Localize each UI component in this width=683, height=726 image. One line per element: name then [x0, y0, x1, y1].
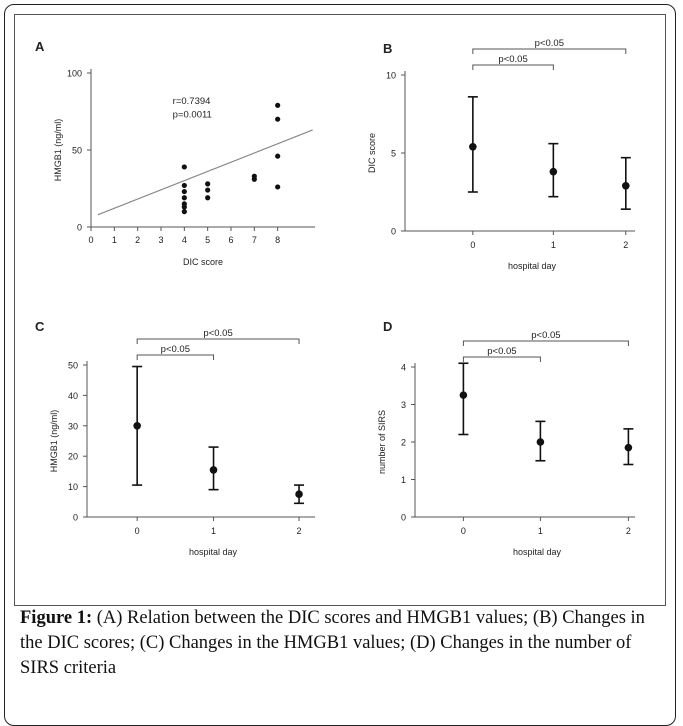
panel-c-mean-point	[133, 422, 141, 430]
panel-a-y-tick-label: 100	[67, 69, 82, 79]
panel-a-data-point	[181, 188, 187, 195]
panel-c-bracket	[136, 338, 300, 344]
panel-c-y-tick-label: 50	[68, 361, 78, 371]
panel-a-y-label: HMGB1 (ng/ml)	[53, 119, 63, 182]
panel-b-mean-point	[622, 181, 630, 190]
panel-b-letter: B	[383, 41, 392, 56]
figure-panels: A 0 50 100 HMGB1 (ng/ml) DIC score 0 1 2 3 4 5 6 7 8 r=…	[14, 14, 666, 606]
panel-b-x-tick-label: 0	[470, 240, 475, 250]
panel-b-mean-point	[469, 142, 477, 151]
panel-a-data-point	[205, 181, 211, 187]
panel-a-x-tick-label: 4	[182, 235, 187, 245]
panel-a-x-tick-label: 7	[252, 235, 257, 245]
panel-a-data-point	[275, 102, 281, 108]
panel-d-x-tick-label: 2	[626, 526, 631, 536]
panel-a-x-tick-label: 0	[88, 235, 93, 245]
panel-b-y-tick-label: 5	[391, 149, 396, 159]
caption-text: (A) Relation between the DIC scores and …	[20, 608, 645, 678]
panel-b-bracket	[472, 48, 627, 54]
panel-c-y-tick-label: 0	[73, 513, 78, 523]
panel-d-letter: D	[383, 319, 392, 334]
panel-a-data-point	[275, 184, 281, 190]
panel-d-bracket	[462, 340, 629, 346]
panel-c-y-tick-label: 20	[68, 452, 78, 462]
panel-d-y-tick-label: 4	[401, 363, 406, 373]
panel-b-x-label: hospital day	[508, 261, 557, 271]
panel-a-annotation-p: p=0.0011	[173, 110, 212, 121]
panel-a-data-point	[251, 176, 257, 182]
panel-c-x-tick-label: 0	[135, 526, 140, 536]
panel-a-y-tick-label: 50	[72, 146, 82, 156]
panel-a-data-point	[275, 116, 281, 122]
panel-b-x-tick-label: 2	[623, 240, 628, 250]
figure-caption: Figure 1: (A) Relation between the DIC s…	[20, 606, 668, 681]
panel-c-y-tick-label: 10	[68, 482, 78, 492]
panel-a-data-point	[181, 209, 187, 215]
panel-a-data-point	[205, 195, 211, 201]
panel-b-bracket-label: p<0.05	[498, 54, 527, 65]
panel-a-data-point	[205, 187, 211, 193]
panel-b-y-tick-label: 0	[391, 227, 396, 237]
panel-c-y-tick-label: 40	[68, 391, 78, 401]
caption-label: Figure 1:	[20, 608, 93, 628]
panel-c-mean-point	[209, 466, 218, 474]
panel-c-x-tick-label: 1	[211, 526, 216, 536]
panel-d-x-label: hospital day	[513, 547, 562, 557]
panel-d-y-label: number of SIRS	[377, 410, 387, 474]
panel-b-bracket-label: p<0.05	[535, 38, 564, 49]
panel-a-data-point	[275, 153, 281, 159]
panel-c-letter: C	[35, 319, 45, 334]
panel-d-x-tick-label: 0	[461, 526, 466, 536]
panel-a-annotation-r: r=0.7394	[173, 96, 211, 107]
panel-b-x-tick-label: 1	[551, 240, 556, 250]
panel-b-y-label: DIC score	[367, 133, 377, 173]
panel-d-y-tick-label: 1	[401, 475, 406, 485]
panel-a-y-tick-label: 0	[77, 223, 82, 233]
panel-a-x-label: DIC score	[183, 257, 223, 267]
panel-c-x-label: hospital day	[189, 547, 238, 557]
panel-a-x-tick-label: 1	[112, 235, 117, 245]
panel-c-mean-point	[295, 490, 303, 499]
panel-d-mean-point	[459, 391, 468, 399]
panel-a-x-tick-label: 5	[205, 235, 210, 245]
panel-a-x-tick-label: 8	[275, 235, 280, 245]
panel-c-y-label: HMGB1 (ng/ml)	[49, 410, 59, 473]
panel-c-bracket-label: p<0.05	[161, 344, 190, 355]
panel-a-x-tick-label: 2	[135, 235, 140, 245]
panel-a-regression-line	[97, 129, 313, 216]
panel-d-y-tick-label: 0	[401, 513, 406, 523]
panel-a-data-point	[181, 182, 187, 189]
panel-a-x-tick-label: 6	[228, 235, 233, 245]
panel-b-y-tick-label: 10	[386, 71, 396, 81]
panel-c-x-tick-label: 2	[297, 526, 302, 536]
panel-d-y-tick-label: 2	[401, 438, 406, 448]
panel-c-y-tick-label: 30	[68, 421, 78, 431]
panel-c-bracket	[136, 354, 215, 360]
panel-a-data-point	[181, 204, 187, 210]
panel-d-bracket-label: p<0.05	[531, 330, 560, 341]
panel-a-data-point	[181, 164, 187, 170]
panel-a-x-tick-label: 3	[158, 235, 163, 245]
panel-d-mean-point	[624, 443, 633, 452]
panel-b-mean-point	[549, 167, 558, 176]
panel-a-data-point	[181, 195, 187, 201]
panel-a-letter: A	[35, 39, 45, 54]
panel-d-mean-point	[536, 438, 545, 446]
panel-c-bracket-label: p<0.05	[203, 328, 232, 339]
panel-b-bracket	[472, 64, 554, 70]
panel-d-x-tick-label: 1	[538, 526, 543, 536]
panel-d-y-tick-label: 3	[401, 400, 406, 410]
panel-d-bracket	[462, 356, 541, 362]
panel-d-bracket-label: p<0.05	[487, 346, 516, 357]
